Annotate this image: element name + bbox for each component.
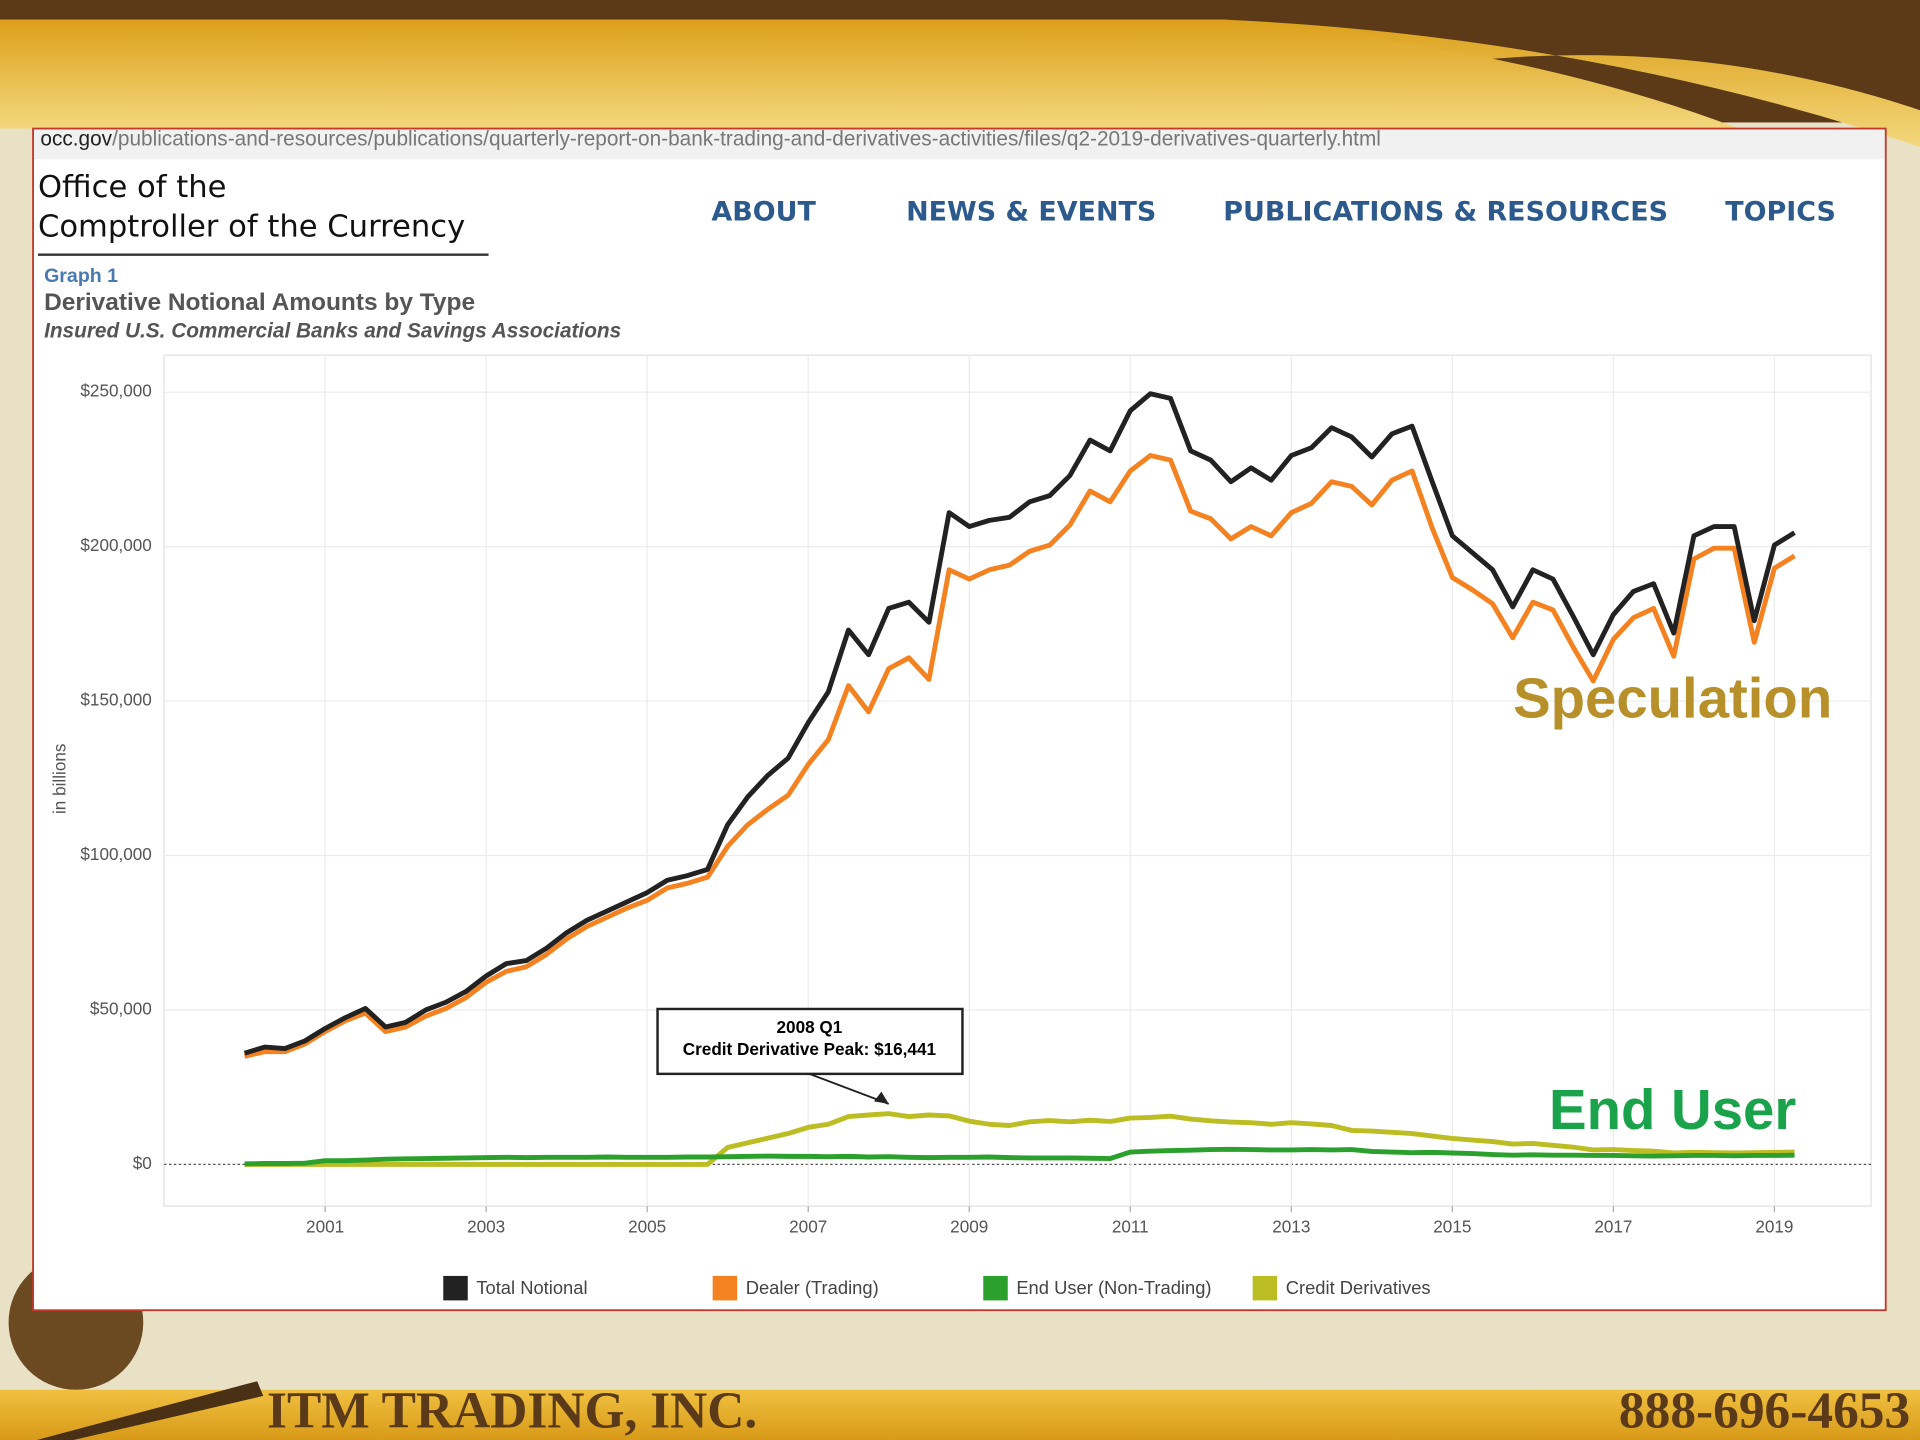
- bottom-band: [0, 1389, 1920, 1440]
- address-bar: [34, 129, 1885, 160]
- x-tick-label: 2009: [950, 1217, 988, 1237]
- annotation: 2008 Q1: [777, 1017, 843, 1037]
- overlay-label: Speculation: [1513, 667, 1832, 730]
- x-tick-label: 2011: [1112, 1217, 1149, 1237]
- y-tick-label: $50,000: [90, 999, 152, 1019]
- plot-frame: [163, 354, 1872, 1207]
- y-tick-label: $250,000: [80, 381, 151, 401]
- phone: 888-696-4653: [1619, 1382, 1910, 1439]
- nav-link[interactable]: NEWS & EVENTS: [906, 197, 1156, 228]
- legend-swatch: [983, 1275, 1008, 1301]
- company-name: ITM TRADING, INC.: [267, 1382, 757, 1439]
- y-tick-label: $150,000: [80, 690, 151, 710]
- url-path: /publications-and-resources/publications…: [112, 127, 1381, 150]
- series-line: [244, 1146, 1795, 1167]
- y-tick-label: $0: [133, 1153, 152, 1173]
- legend-label: End User (Non-Trading): [1016, 1277, 1211, 1298]
- nav-link[interactable]: PUBLICATIONS & RESOURCES: [1223, 197, 1668, 228]
- url-domain: occ.gov: [40, 127, 112, 150]
- y-tick-label: $100,000: [80, 844, 151, 864]
- gold-band: [0, 19, 1739, 129]
- chart-label: Graph 1: [44, 265, 118, 287]
- logo[interactable]: Office of the: [38, 170, 227, 205]
- annotation: Credit Derivative Peak: $16,441: [683, 1039, 937, 1059]
- url: occ.gov/publications-and-resources/publi…: [40, 127, 1381, 150]
- x-tick-label: 2017: [1594, 1217, 1632, 1237]
- y-axis-label: in billions: [50, 744, 70, 814]
- x-tick-label: 2001: [306, 1217, 344, 1237]
- y-tick-label: $200,000: [80, 535, 151, 555]
- annotation-box: [656, 1007, 964, 1076]
- legend-swatch: [443, 1275, 468, 1301]
- x-tick-label: 2005: [628, 1217, 666, 1237]
- x-tick-label: 2013: [1272, 1217, 1310, 1237]
- x-tick-label: 2019: [1755, 1217, 1793, 1237]
- annotation-arrowhead: [874, 1091, 889, 1104]
- series-line: [244, 1111, 1795, 1167]
- overlay-label: End User: [1549, 1078, 1796, 1141]
- logo[interactable]: Comptroller of the Currency: [38, 209, 465, 244]
- series-line: [243, 391, 1796, 1056]
- legend-label: Dealer (Trading): [746, 1277, 879, 1298]
- x-tick-label: 2015: [1433, 1217, 1471, 1237]
- screenshot: [32, 127, 1887, 1312]
- legend-swatch: [1252, 1275, 1278, 1301]
- annotation-arrow: [809, 1073, 890, 1105]
- legend-swatch: [712, 1275, 738, 1301]
- nav-link[interactable]: TOPICS: [1725, 197, 1836, 228]
- decor: [36, 1381, 264, 1440]
- chart-title: Derivative Notional Amounts by Type: [44, 289, 475, 316]
- x-tick-label: 2007: [789, 1217, 827, 1237]
- chart-subtitle: Insured U.S. Commercial Banks and Saving…: [44, 319, 621, 342]
- legend-label: Total Notional: [476, 1277, 587, 1298]
- legend-label: Credit Derivatives: [1286, 1277, 1431, 1298]
- series-line: [244, 453, 1796, 1059]
- nav-link[interactable]: ABOUT: [711, 197, 816, 228]
- x-tick-label: 2003: [467, 1217, 505, 1237]
